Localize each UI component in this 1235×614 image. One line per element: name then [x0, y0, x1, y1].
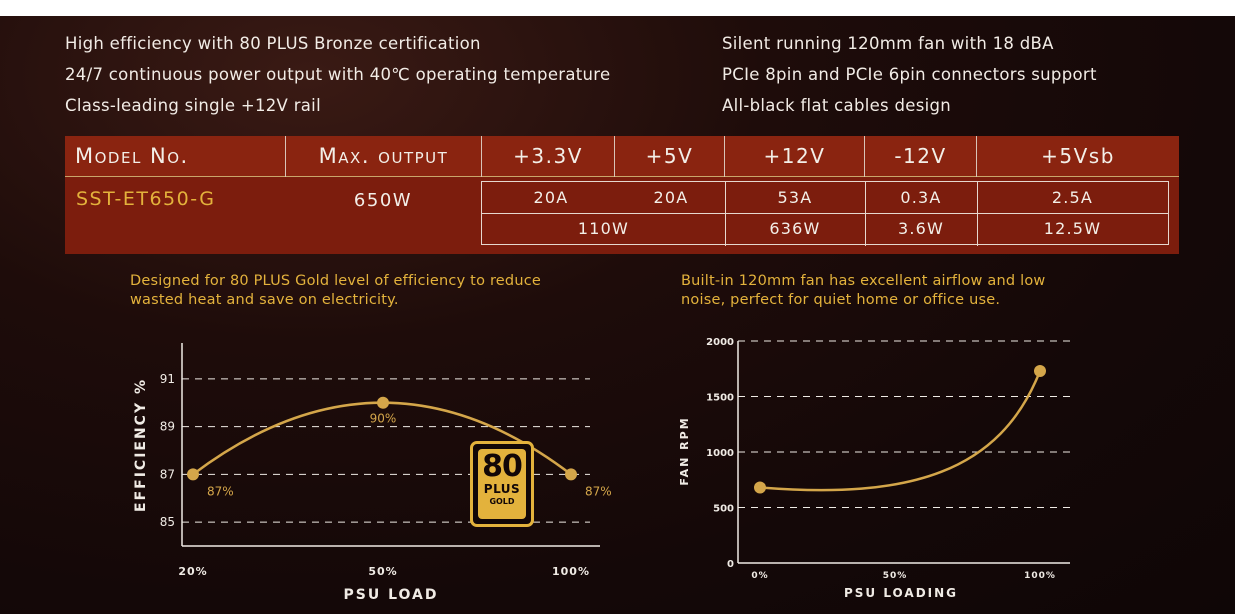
grid-divider	[482, 213, 1168, 214]
fan-caption-line: Built-in 120mm fan has excellent airflow…	[681, 273, 1046, 289]
rail-grid: 20A 20A 53A 0.3A 2.5A 110W 636W 3.6W 12.…	[481, 181, 1169, 246]
fan-rpm-curve	[759, 370, 1042, 492]
data-label: 90%	[370, 412, 397, 426]
fan-caption-line: noise, perfect for quiet home or office …	[681, 292, 1001, 308]
feature-column-left: High efficiency with 80 PLUS Bronze cert…	[65, 33, 610, 126]
x-tick-label: 100%	[552, 565, 590, 578]
logo-level: GOLD	[489, 497, 515, 506]
header-5v: +5V	[615, 136, 725, 177]
y-tick-label: 1500	[706, 393, 734, 404]
y-tick-label: 91	[160, 372, 175, 386]
feature-item: High efficiency with 80 PLUS Bronze cert…	[65, 34, 481, 53]
feature-item: Silent running 120mm fan with 18 dBA	[722, 34, 1054, 53]
feature-column-right: Silent running 120mm fan with 18 dBA PCI…	[722, 33, 1097, 126]
header-12v: +12V	[725, 136, 865, 177]
data-label: 87%	[585, 484, 612, 498]
header-max-output: Max. output	[286, 136, 482, 177]
y-tick-label: 500	[713, 504, 734, 515]
spec-table-header: Model No. Max. output +3.3V +5V +12V -12…	[65, 136, 1179, 177]
x-tick-label: 50%	[883, 571, 908, 581]
model-name: SST-ET650-G	[76, 188, 216, 210]
data-point	[187, 468, 199, 481]
data-point	[1034, 364, 1046, 377]
y-tick-label: 85	[160, 515, 175, 529]
product-spec-panel: High efficiency with 80 PLUS Bronze cert…	[0, 16, 1235, 614]
y-tick-label: 89	[160, 420, 175, 434]
data-point	[754, 481, 766, 494]
data-label: 87%	[207, 484, 234, 498]
header-model-no: Model No.	[65, 136, 286, 177]
fan-chart: 2000 1500 1000 500 0 0% 50% 100% PSU LOADING FAN …	[670, 321, 1100, 606]
x-tick-label: 100%	[1024, 571, 1056, 581]
power-5vsb: 12.5W	[1043, 219, 1102, 238]
efficiency-caption: Designed for 80 PLUS Gold level of effic…	[130, 272, 541, 310]
y-tick-label: 2000	[706, 337, 734, 348]
header-5vsb: +5Vsb	[1041, 144, 1115, 168]
x-axis-title: PSU LOADING	[844, 586, 958, 600]
y-axis-title: EFFICIENCY %	[133, 378, 149, 512]
spec-table: Model No. Max. output +3.3V +5V +12V -12…	[65, 136, 1179, 254]
logo-plus: PLUS	[483, 482, 521, 496]
80plus-gold-logo: 80 PLUS GOLD	[470, 441, 534, 527]
feature-item: All-black flat cables design	[722, 96, 952, 115]
grid-divider	[725, 182, 726, 246]
efficiency-caption-line: wasted heat and save on electricity.	[130, 292, 399, 308]
feature-item: PCIe 8pin and PCIe 6pin connectors suppo…	[722, 65, 1097, 84]
fan-caption: Built-in 120mm fan has excellent airflow…	[681, 272, 1045, 310]
current-neg12v: 0.3A	[900, 188, 942, 207]
current-12v: 53A	[777, 188, 813, 207]
grid-divider	[865, 182, 866, 246]
y-tick-label: 87	[160, 467, 175, 481]
y-tick-label: 1000	[706, 448, 734, 459]
efficiency-chart: 91 89 87 85 20% 50% 100% PSU LOAD EFFICIENCY % 87…	[120, 321, 620, 601]
x-tick-label: 0%	[751, 571, 768, 581]
y-tick-label: 0	[727, 559, 734, 570]
header-neg12v: -12V	[865, 136, 977, 177]
current-3v3: 20A	[533, 188, 569, 207]
x-tick-label: 50%	[368, 565, 397, 578]
max-output-value: 650W	[353, 190, 413, 211]
grid-divider	[977, 182, 978, 246]
80plus-gold-logo-inner: 80 PLUS GOLD	[478, 449, 526, 519]
power-neg12v: 3.6W	[897, 219, 945, 238]
efficiency-chart-svg: 91 89 87 85 20% 50% 100% PSU LOAD EFFICIENCY % 87…	[133, 343, 612, 601]
x-tick-label: 20%	[178, 565, 207, 578]
current-5v: 20A	[653, 188, 689, 207]
x-axis-title: PSU LOAD	[344, 587, 439, 601]
logo-number: 80	[482, 449, 523, 484]
y-axis-title: FAN RPM	[678, 416, 691, 485]
feature-list: High efficiency with 80 PLUS Bronze cert…	[0, 16, 1235, 136]
power-3v3-5v: 110W	[577, 219, 630, 238]
data-point	[565, 468, 577, 481]
feature-item: Class-leading single +12V rail	[65, 96, 321, 115]
feature-item: 24/7 continuous power output with 40℃ op…	[65, 65, 611, 84]
fan-chart-svg: 2000 1500 1000 500 0 0% 50% 100% PSU LOADING FAN …	[678, 337, 1070, 600]
data-point	[377, 396, 389, 409]
header-3v3: +3.3V	[482, 136, 615, 177]
efficiency-caption-line: Designed for 80 PLUS Gold level of effic…	[130, 273, 542, 289]
power-12v: 636W	[769, 219, 821, 238]
current-5vsb: 2.5A	[1051, 188, 1094, 207]
